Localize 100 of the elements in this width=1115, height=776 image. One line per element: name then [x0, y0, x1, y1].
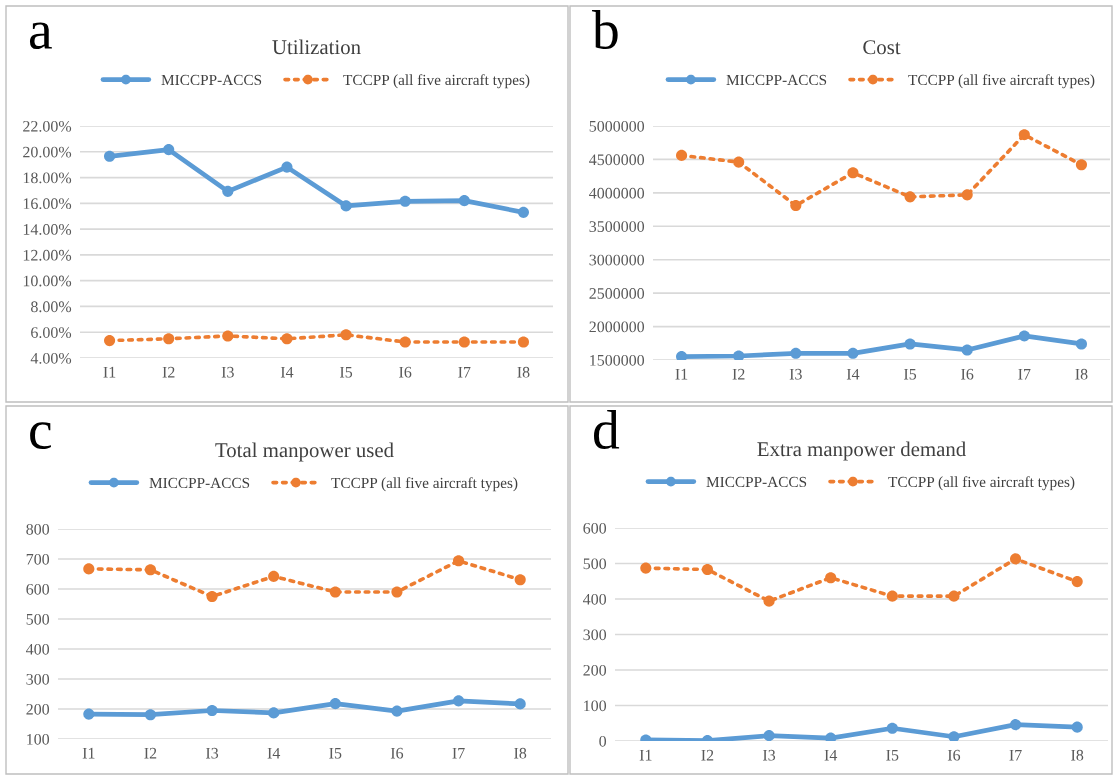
point: [1075, 159, 1087, 171]
point: [790, 200, 802, 212]
x-tick-label: I3: [221, 366, 234, 378]
point: [458, 195, 470, 207]
point: [763, 595, 775, 607]
point: [340, 329, 352, 341]
x-tick-label: I1: [639, 749, 652, 761]
y-tick-label: 2000000: [589, 321, 645, 333]
point: [1071, 721, 1083, 733]
point: [453, 555, 465, 567]
point: [948, 590, 960, 602]
point: [790, 347, 802, 359]
point: [825, 732, 837, 741]
text: a: [29, 22, 52, 50]
y-tick-label: 700: [26, 553, 50, 565]
point: [1010, 553, 1022, 565]
point: [825, 572, 837, 584]
x-tick-label: I2: [701, 749, 714, 761]
chart-title: Cost: [863, 40, 901, 55]
point: [206, 590, 218, 603]
x-tick-label: I5: [886, 749, 899, 761]
legend-label: TCCPP (all five aircraft types): [888, 476, 1075, 491]
point: [847, 347, 859, 359]
point: [847, 167, 859, 179]
x-tick-label: I6: [947, 749, 961, 761]
point: [514, 698, 526, 710]
x-tick-label: I3: [789, 368, 802, 380]
legend-label: MICCPP-ACCS: [149, 477, 250, 489]
x-tick-label: I1: [82, 747, 95, 759]
x-tick-label: I3: [205, 747, 219, 759]
y-tick-label: 100: [584, 700, 607, 712]
text: d: [594, 410, 620, 450]
y-tick-label: 12.00%: [23, 249, 72, 261]
legend-label: TCCPP (all five aircraft types): [908, 74, 1095, 89]
y-tick-label: 400: [583, 593, 607, 605]
y-tick-label: 500: [26, 613, 50, 625]
point: [391, 705, 403, 717]
x-tick-label: I5: [903, 368, 917, 380]
chart-title: Utilization: [272, 39, 361, 55]
y-tick-label: 18.00%: [23, 172, 72, 184]
x-tick-label: I8: [517, 366, 530, 378]
point: [1018, 330, 1030, 342]
x-tick-label: I6: [390, 747, 404, 759]
point: [83, 563, 95, 575]
x-tick-label: I7: [452, 747, 465, 759]
y-tick-label: 1500000: [590, 354, 645, 366]
point: [904, 338, 916, 350]
y-tick-label: 600: [583, 522, 607, 534]
legend-label: MICCPP-ACCS: [706, 476, 807, 488]
point: [329, 586, 341, 598]
y-tick-label: 800: [26, 523, 50, 535]
legend-label: MICCPP-ACCS: [161, 74, 262, 86]
x-tick-label: I4: [280, 366, 294, 378]
point: [399, 195, 411, 207]
point: [733, 350, 745, 360]
point: [676, 351, 688, 360]
text: b: [592, 10, 618, 50]
point: [163, 333, 175, 345]
point: [961, 189, 973, 201]
point: [281, 333, 293, 345]
y-tick-label: 3000000: [589, 254, 645, 266]
point: [514, 574, 526, 586]
y-tick-label: 3500000: [589, 221, 645, 232]
y-tick-label: 300: [583, 629, 607, 641]
y-tick-label: 8.00%: [31, 301, 72, 313]
y-tick-label: 500: [583, 558, 607, 570]
point: [281, 161, 293, 173]
point: [701, 563, 713, 576]
y-tick-label: 0: [599, 735, 607, 747]
x-tick-label: I4: [267, 747, 281, 759]
y-tick-label: 400: [26, 643, 50, 655]
y-tick-label: 5000000: [589, 120, 645, 132]
y-tick-label: 6.00%: [31, 327, 72, 338]
x-tick-label: I2: [162, 366, 175, 378]
point: [458, 336, 470, 348]
point: [144, 564, 156, 576]
point: [83, 708, 95, 720]
point: [948, 731, 960, 741]
y-tick-label: 16.00%: [23, 198, 72, 210]
x-tick-label: I3: [762, 749, 776, 761]
point: [961, 344, 973, 356]
point: [733, 156, 745, 168]
x-tick-label: I6: [961, 368, 974, 380]
x-tick-label: I2: [144, 747, 157, 759]
chart-title: Extra manpower demand: [757, 441, 966, 461]
point: [329, 698, 341, 710]
y-tick-label: 20.00%: [23, 146, 72, 158]
point: [1018, 129, 1030, 141]
y-tick-label: 200: [26, 703, 50, 715]
point: [763, 730, 775, 741]
point: [268, 570, 280, 582]
point: [886, 590, 898, 602]
x-tick-label: I6: [399, 366, 412, 378]
y-tick-label: 10.00%: [23, 275, 72, 287]
point: [268, 707, 280, 719]
point: [104, 335, 116, 347]
point: [453, 695, 465, 707]
point: [104, 150, 116, 162]
point: [206, 704, 218, 717]
x-tick-label: I8: [514, 747, 527, 759]
